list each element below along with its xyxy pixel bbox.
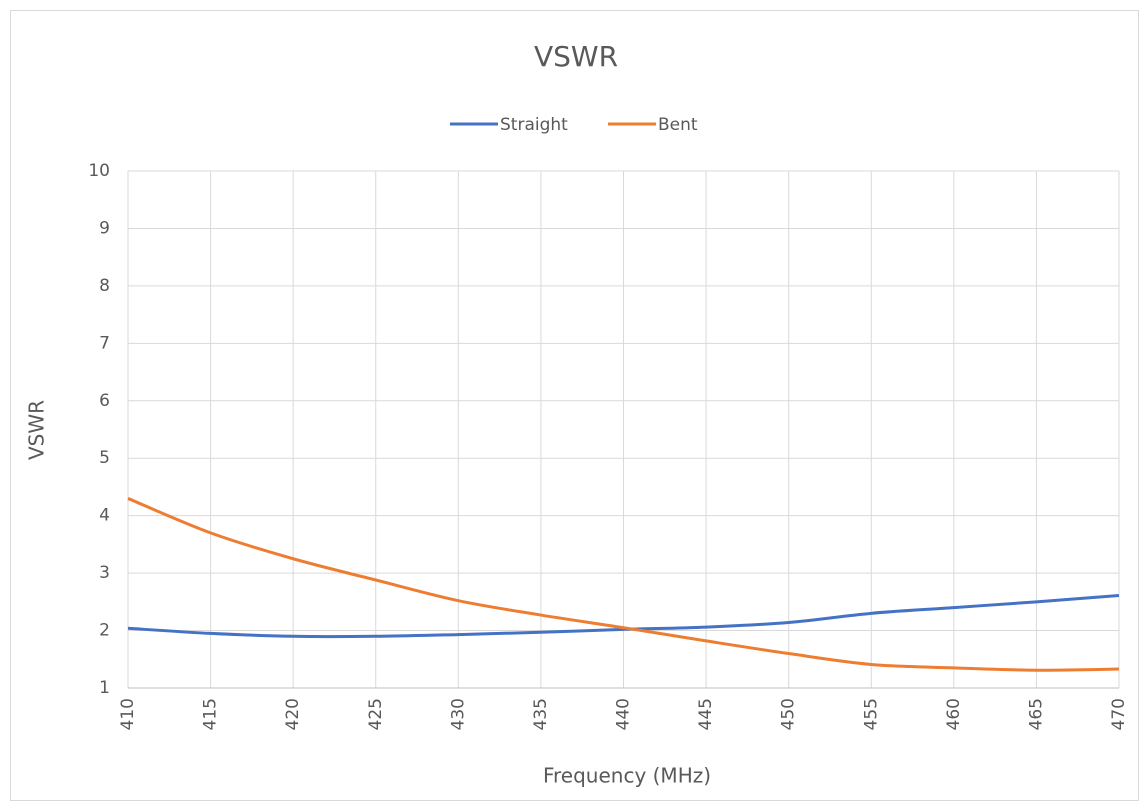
legend-label: Bent bbox=[658, 115, 698, 135]
x-tick-label: 445 bbox=[696, 698, 716, 730]
x-tick-label: 435 bbox=[531, 698, 551, 730]
y-tick-label: 8 bbox=[99, 276, 110, 296]
x-tick-label: 470 bbox=[1109, 698, 1129, 730]
chart-border bbox=[10, 10, 1139, 801]
x-tick-label: 430 bbox=[448, 698, 468, 730]
y-tick-label: 3 bbox=[99, 563, 110, 583]
x-axis-label: Frequency (MHz) bbox=[543, 764, 711, 788]
y-tick-label: 5 bbox=[99, 448, 110, 468]
y-tick-label: 2 bbox=[99, 621, 110, 641]
x-tick-label: 425 bbox=[366, 698, 386, 730]
y-tick-label: 6 bbox=[99, 391, 110, 411]
y-tick-label: 7 bbox=[99, 333, 110, 353]
series-line bbox=[127, 497, 1120, 672]
legend-label: Straight bbox=[500, 115, 568, 135]
y-tick-label: 10 bbox=[88, 161, 110, 181]
x-tick-label: 420 bbox=[283, 698, 303, 730]
y-tick-label: 1 bbox=[99, 678, 110, 698]
chart-title: VSWR bbox=[534, 40, 618, 73]
x-tick-label: 415 bbox=[201, 698, 221, 730]
x-tick-label: 450 bbox=[779, 698, 799, 730]
y-axis-label: VSWR bbox=[25, 400, 49, 460]
y-tick-label: 4 bbox=[99, 506, 110, 526]
x-tick-label: 440 bbox=[614, 698, 634, 730]
x-tick-label: 460 bbox=[944, 698, 964, 730]
x-tick-label: 455 bbox=[861, 698, 881, 730]
x-tick-label: 465 bbox=[1026, 698, 1046, 730]
x-tick-label: 410 bbox=[118, 698, 138, 730]
y-tick-label: 9 bbox=[99, 218, 110, 238]
series-line bbox=[127, 594, 1120, 639]
